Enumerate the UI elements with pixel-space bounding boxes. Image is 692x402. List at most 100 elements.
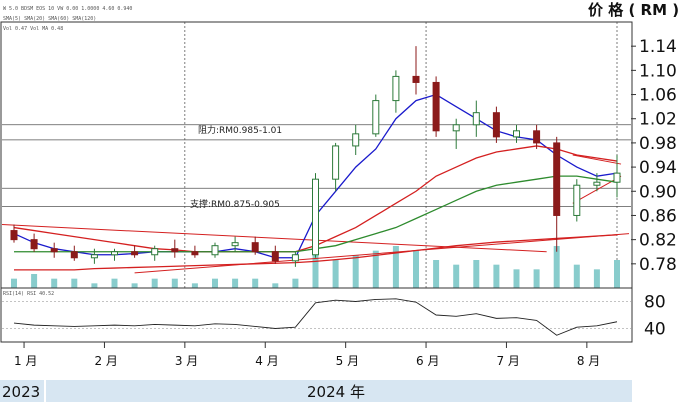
month-label: 3 月 <box>175 354 198 368</box>
rsi-panel-frame <box>0 287 633 343</box>
candle-body <box>211 245 219 256</box>
candle-body <box>30 239 38 250</box>
volume-bars <box>11 246 620 288</box>
volume-bar <box>553 246 560 288</box>
volume-bar <box>272 283 279 288</box>
rsi-tick-label: 80 <box>644 293 666 313</box>
volume-bar <box>51 278 58 288</box>
rsi-info: RSI(14) RSI 40.52 <box>3 291 54 297</box>
candle-body <box>432 81 440 132</box>
volume-bar <box>292 278 299 288</box>
candle-body <box>111 251 118 256</box>
volume-bar <box>232 278 239 288</box>
price-tick-label: 0.90 <box>639 182 677 202</box>
candle-body <box>533 130 541 144</box>
volume-bar <box>372 250 379 288</box>
price-tick-label: 0.86 <box>639 206 677 226</box>
candle-body <box>573 184 581 216</box>
volume-bar <box>392 246 399 288</box>
volume-bar <box>593 269 600 288</box>
month-label: 7 月 <box>496 354 519 368</box>
volume-bar <box>332 260 339 288</box>
candle-body <box>131 251 139 256</box>
volume-bar <box>71 278 78 288</box>
resistance-annotation: 阻力:RM0.985-1.01 <box>198 124 282 136</box>
ma-longest-line <box>14 234 618 271</box>
year-2024-label: 2024 年 <box>307 383 365 401</box>
candle-body <box>412 75 420 83</box>
price-tick-label: 0.94 <box>639 158 677 178</box>
volume-bar <box>493 264 500 288</box>
info-line-3: Vol 0.47 Vol MA 0.48 <box>3 26 63 32</box>
volume-bar <box>212 278 218 288</box>
candle-body <box>231 242 239 247</box>
candle-body <box>352 133 360 147</box>
candle-body <box>10 230 18 241</box>
volume-bar <box>573 264 580 288</box>
candle-body <box>50 248 58 253</box>
info-line-2: SMA(5) SMA(20) SMA(60) SMA(120) <box>3 16 96 22</box>
candle-body <box>593 181 601 186</box>
candle-body <box>191 251 199 256</box>
volume-bar <box>513 269 520 288</box>
price-tick-label: 1.10 <box>639 61 677 81</box>
price-tick-label: 1.14 <box>639 37 677 57</box>
volume-bar <box>91 283 98 288</box>
rsi-tick-label: 40 <box>644 320 666 340</box>
year-2023-label: 2023 <box>2 383 40 401</box>
volume-bar <box>352 255 359 288</box>
volume-bar <box>111 278 118 288</box>
candle-body <box>613 172 621 183</box>
price-tick-label: 0.82 <box>639 231 677 251</box>
volume-bar <box>312 246 319 288</box>
candle-body <box>392 75 400 102</box>
month-label: 8 月 <box>577 354 600 368</box>
year-band-2023 <box>0 380 44 402</box>
volume-bar <box>413 250 419 288</box>
volume-bar <box>191 283 198 288</box>
volume-bar <box>433 260 440 288</box>
candle-body <box>513 130 520 138</box>
month-label: 2 月 <box>94 354 117 368</box>
volume-bar <box>171 278 178 288</box>
candlesticks <box>10 46 621 267</box>
price-axis: 1.14 1.10 1.06 1.02 0.98 0.94 0.90 0.86 0.82 0.78 <box>631 37 677 275</box>
volume-bar <box>31 274 38 288</box>
candle-body <box>332 145 340 180</box>
trend-lines <box>1 154 630 274</box>
candle-body <box>372 100 380 135</box>
month-label: 5 月 <box>336 354 359 368</box>
candle-body <box>492 112 500 138</box>
info-line-1: W 5.0 BDSM EOS 10 VW 0.00 1.0000 4.60 0.… <box>3 6 132 12</box>
candle-body <box>151 248 159 256</box>
volume-bar <box>131 283 138 288</box>
candle-body <box>251 242 259 253</box>
candle-body <box>70 251 78 259</box>
volume-bar <box>11 278 17 288</box>
volume-bar <box>533 269 540 288</box>
month-axis: 1 月 2 月 3 月 4 月 5 月 6 月 7 月 8 月 <box>14 342 600 368</box>
price-unit-label: 价 格 ( RM ) <box>588 1 679 19</box>
candle-body <box>312 178 319 256</box>
volume-bar <box>614 260 620 288</box>
candle-body <box>291 254 299 262</box>
candle-body <box>271 251 279 262</box>
wedge-upper <box>572 154 622 165</box>
rsi-polyline <box>13 298 618 336</box>
volume-bar <box>473 260 480 288</box>
month-label: 4 月 <box>255 354 278 368</box>
price-tick-label: 0.78 <box>639 255 677 275</box>
month-label: 1 月 <box>14 354 37 368</box>
price-tick-label: 1.02 <box>639 110 677 130</box>
candle-body <box>90 254 98 259</box>
candle-body <box>171 248 179 253</box>
candle-body <box>472 112 480 126</box>
candle-body <box>553 142 561 216</box>
volume-bar <box>453 264 460 288</box>
ascending-trendline <box>134 233 630 274</box>
candle-body <box>452 124 460 132</box>
rsi-line <box>2 298 631 336</box>
price-tick-label: 1.06 <box>639 86 677 106</box>
price-tick-label: 0.98 <box>639 134 677 154</box>
